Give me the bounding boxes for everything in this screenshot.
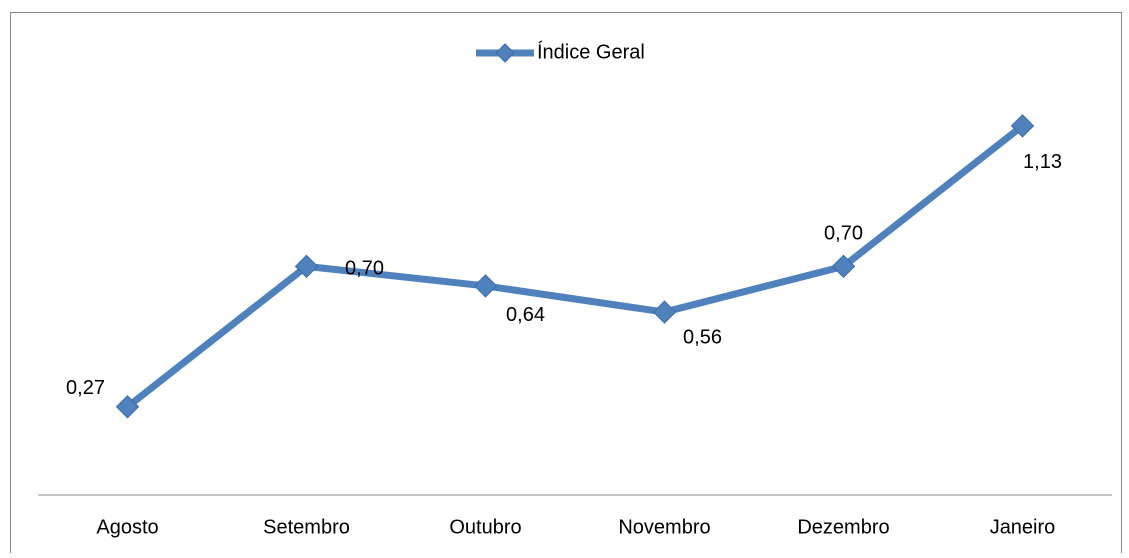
series-line xyxy=(125,123,1025,410)
data-label: 0,64 xyxy=(506,304,545,326)
data-label: 0,70 xyxy=(824,223,863,245)
x-tick-label: Janeiro xyxy=(990,516,1056,538)
marker xyxy=(115,395,140,419)
marker xyxy=(831,254,856,279)
x-tick-label: Novembro xyxy=(618,516,710,538)
marker xyxy=(652,300,677,324)
data-label: 0,70 xyxy=(345,258,384,280)
data-label: 1,13 xyxy=(1023,151,1062,173)
legend-label: Índice Geral xyxy=(537,40,645,63)
marker xyxy=(1010,114,1035,138)
x-tick-label: Agosto xyxy=(96,516,158,538)
legend-marker xyxy=(495,43,515,63)
data-label: 0,56 xyxy=(683,326,722,348)
marker xyxy=(294,254,319,279)
x-tick-label: Dezembro xyxy=(797,516,889,538)
x-tick-label: Setembro xyxy=(263,516,350,538)
marker xyxy=(473,274,498,298)
data-label: 0,27 xyxy=(66,377,105,399)
chart-frame xyxy=(10,12,1122,558)
x-tick-label: Outubro xyxy=(449,516,521,538)
